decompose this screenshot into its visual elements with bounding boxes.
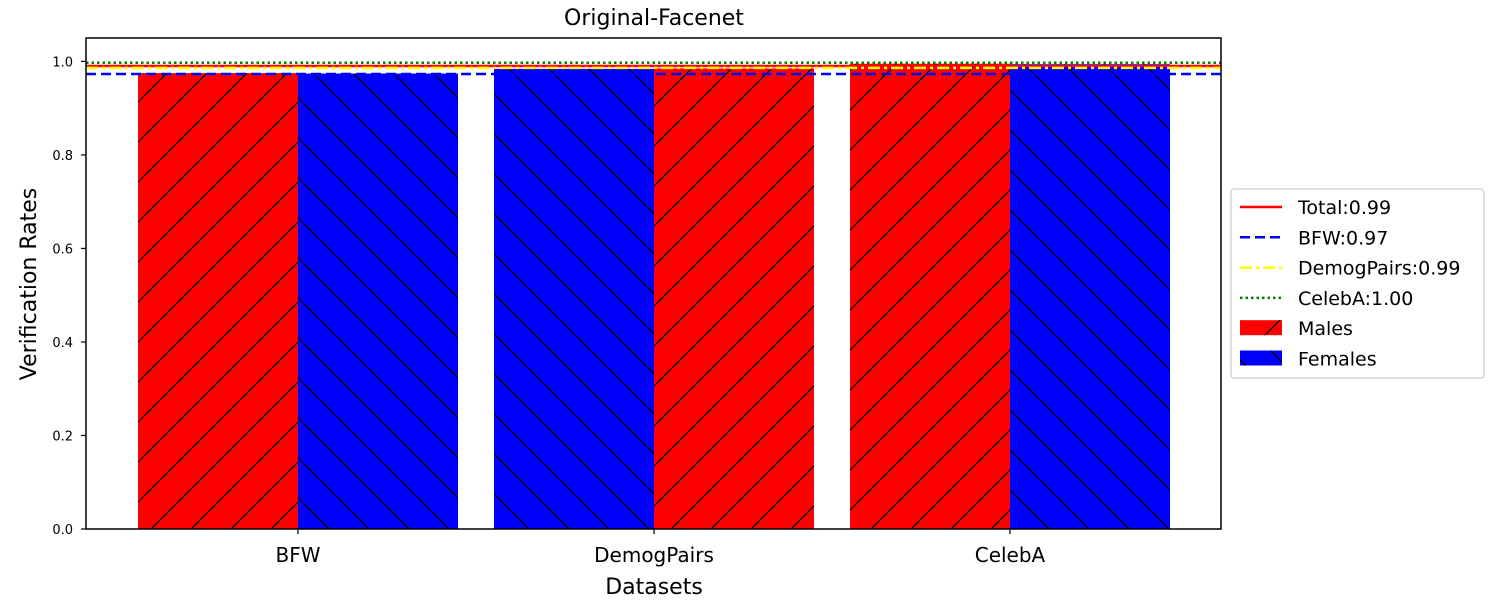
- bars-layer: [138, 63, 1170, 530]
- y-tick-label: 1.0: [52, 55, 73, 70]
- legend-entry-label: CelebA:1.00: [1298, 288, 1413, 310]
- bar-hatch-bfw-females: [298, 73, 458, 529]
- y-axis: 0.0 0.2 0.4 0.6 0.8 1.0: [52, 55, 86, 538]
- bar-hatch-demogpairs-females: [494, 68, 654, 529]
- chart-title: Original-Facenet: [564, 6, 744, 31]
- reference-lines-layer: [86, 61, 1221, 76]
- y-tick-label: 0.2: [52, 429, 73, 444]
- bar-hatch-celeba-males: [850, 63, 1010, 529]
- y-axis-label: Verification Rates: [17, 188, 42, 381]
- legend-entry-label: Total:0.99: [1297, 197, 1391, 219]
- x-tick-label: DemogPairs: [594, 543, 714, 567]
- legend-patch-hatch: [1240, 320, 1282, 336]
- x-axis: BFW DemogPairs CelebA: [276, 529, 1046, 567]
- legend: Total:0.99 BFW:0.97 DemogPairs:0.99 CelebA:…: [1230, 188, 1485, 379]
- legend-entry-label: BFW:0.97: [1298, 227, 1388, 249]
- x-tick-label: BFW: [276, 543, 321, 567]
- y-tick-label: 0.4: [52, 336, 73, 351]
- x-axis-label: Datasets: [605, 575, 703, 600]
- bar-hatch-bfw-males: [138, 73, 298, 530]
- bar-hatch-demogpairs-males: [654, 68, 814, 530]
- y-tick-label: 0.6: [52, 242, 73, 257]
- legend-entry-label: DemogPairs:0.99: [1298, 258, 1460, 280]
- legend-patch-hatch: [1240, 350, 1282, 366]
- y-tick-label: 0.0: [52, 523, 73, 538]
- legend-entry-label: Females: [1298, 349, 1377, 371]
- y-tick-label: 0.8: [52, 149, 73, 164]
- legend-frame: [1230, 188, 1485, 379]
- bar-hatch-celeba-females: [1010, 64, 1170, 529]
- x-tick-label: CelebA: [975, 543, 1046, 567]
- legend-entry-label: Males: [1298, 318, 1353, 340]
